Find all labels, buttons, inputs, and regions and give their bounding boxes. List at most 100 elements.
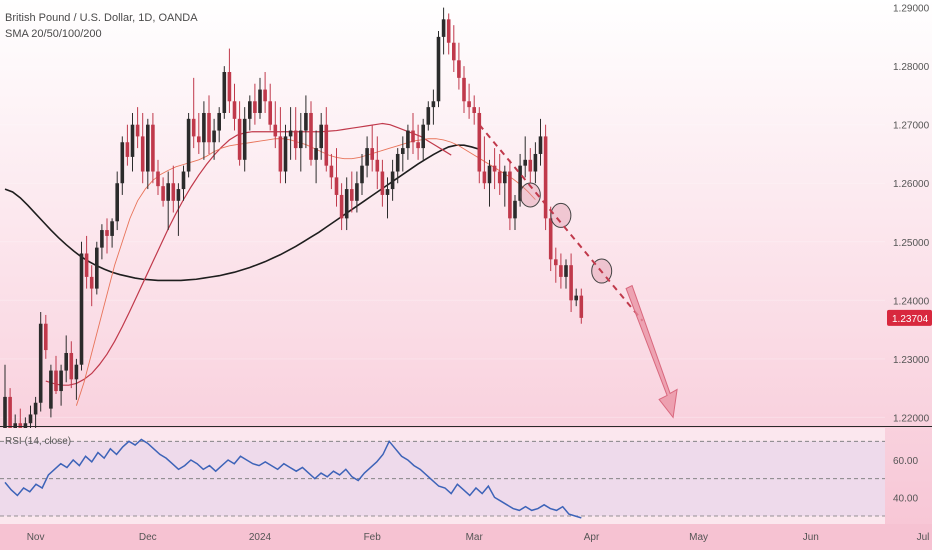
candle-body <box>237 118 242 160</box>
price-axis: 1.29000 1.28000 1.27000 1.26000 1.25000 1.240… <box>887 4 932 504</box>
candle-body <box>543 136 548 219</box>
candle-body <box>538 136 543 154</box>
candle-body <box>365 148 369 166</box>
candle-body <box>263 89 267 102</box>
candle-body <box>360 165 364 184</box>
candle-body <box>64 352 68 371</box>
candle-body <box>548 218 553 260</box>
candle-body <box>171 183 176 201</box>
price-tick-label: 1.24000 <box>893 296 930 307</box>
time-tick-label: May <box>689 532 708 543</box>
time-tick-label: Nov <box>27 532 45 543</box>
candle-body <box>395 153 400 172</box>
candle-body <box>217 112 221 131</box>
candle-body <box>554 259 558 266</box>
time-tick-label: Dec <box>139 532 157 543</box>
candle-body <box>212 130 216 143</box>
candle-body <box>146 124 150 172</box>
time-tick-label: 2024 <box>249 532 272 543</box>
candle-body <box>293 130 298 149</box>
candle-body <box>242 118 247 160</box>
candle-body <box>416 142 420 149</box>
price-tick-label: 1.25000 <box>893 238 930 249</box>
sma-200-line <box>4 144 480 282</box>
candle-body <box>508 171 512 219</box>
candle-body <box>120 142 125 184</box>
candle-body <box>140 136 145 172</box>
candle-body <box>579 295 584 318</box>
candle-body <box>569 265 573 301</box>
candle-body <box>44 323 48 351</box>
candle-body <box>446 19 451 43</box>
candle-body <box>49 370 53 409</box>
highlight-circle <box>550 202 572 228</box>
candle-body <box>288 130 293 137</box>
candle-body <box>472 107 476 113</box>
down-arrow <box>625 284 678 419</box>
time-tick-label: Mar <box>466 532 484 543</box>
time-tick-label: Jun <box>803 532 819 543</box>
candle-body <box>319 124 323 149</box>
candle-body <box>186 118 191 172</box>
candle-body <box>95 247 99 289</box>
candle-body <box>492 165 497 172</box>
last-price-badge <box>887 309 932 326</box>
candle-body <box>518 165 522 201</box>
candle-body <box>344 189 349 219</box>
sma-100-line <box>45 122 452 386</box>
candle-body <box>18 423 23 433</box>
candle-body <box>528 159 533 172</box>
candle-body <box>207 112 211 143</box>
rsi-tick-label: 60.00 <box>893 456 918 467</box>
candle-body <box>38 323 43 403</box>
candle-body <box>457 60 461 78</box>
price-tick-label: 1.27000 <box>893 121 930 132</box>
candle-body <box>441 19 446 37</box>
candle-body <box>462 77 466 102</box>
candle-body <box>309 112 313 160</box>
candle-body <box>334 177 339 195</box>
candle-body <box>401 148 405 154</box>
time-axis-bg <box>0 524 932 550</box>
candle-body <box>355 183 359 201</box>
annotations <box>478 124 678 419</box>
candle-body <box>8 396 12 447</box>
rsi-line <box>4 438 582 519</box>
candle-body <box>248 101 252 119</box>
candle-body <box>100 230 104 248</box>
candle-body <box>411 130 415 143</box>
candle-body <box>385 189 390 195</box>
candle-body <box>110 221 114 236</box>
candle-body <box>151 124 155 172</box>
candle-body <box>426 107 431 125</box>
candle-body <box>227 72 232 102</box>
candle-body <box>503 171 507 184</box>
candle-body <box>436 36 441 102</box>
candle-body <box>33 402 38 415</box>
candle-body <box>181 171 186 190</box>
candle-body <box>467 101 471 108</box>
candle-body <box>314 148 318 160</box>
candle-body <box>390 171 395 190</box>
candle-body <box>273 124 278 137</box>
highlight-circle <box>519 182 541 208</box>
candle-body <box>253 101 257 113</box>
candle-body <box>74 364 79 380</box>
candle-body <box>421 124 425 149</box>
candle-body <box>513 200 517 219</box>
price-tick-label: 1.22000 <box>893 413 930 424</box>
candle-body <box>278 136 283 172</box>
candle-body <box>232 101 237 119</box>
candle-body <box>176 189 181 201</box>
price-tick-label: 1.28000 <box>893 62 930 73</box>
candle-body <box>523 159 527 166</box>
candle-body <box>329 165 334 178</box>
candle-body <box>125 142 130 157</box>
chart-header: British Pound / U.S. Dollar, 1D, OANDA S… <box>5 10 198 42</box>
candle-body <box>89 276 94 289</box>
candle-body <box>283 136 288 172</box>
time-tick-label: Feb <box>364 532 382 543</box>
candle-body <box>375 159 380 172</box>
candle-body <box>54 370 58 392</box>
